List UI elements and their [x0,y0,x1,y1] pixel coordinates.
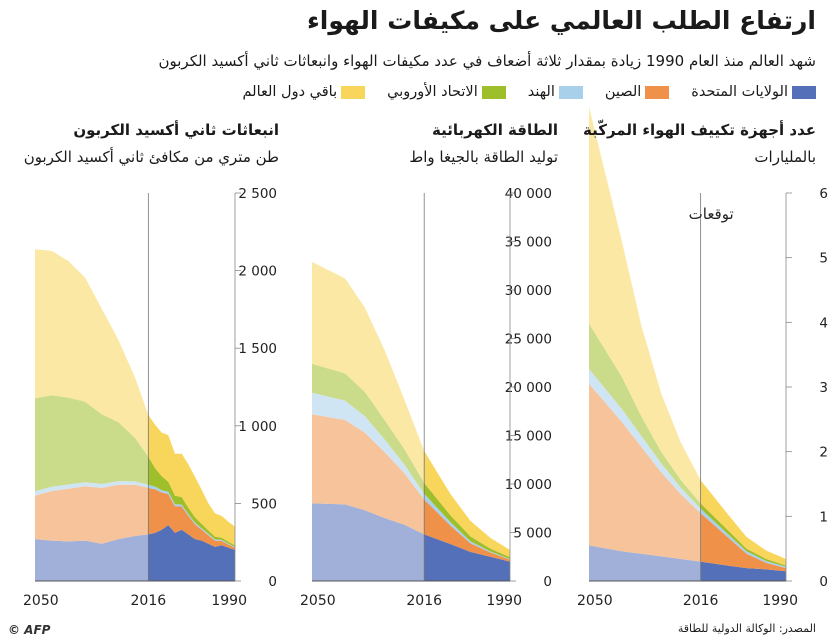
co2-area-1-projection [35,484,149,544]
ac-area-4-projection [589,107,701,504]
power-area-1-projection [312,414,425,535]
co2-ytick-label-0: 0 [268,574,277,590]
co2-xtick-label-2: 2050 [23,593,59,609]
power-xtick-label-1: 2016 [406,593,442,609]
co2-ytick-label-3: 1 500 [238,341,277,357]
power-area-4-historical [424,451,510,558]
co2-area-4-projection [35,249,149,457]
co2-area-0-projection [35,534,149,581]
ac-ytick-label-3: 3 [819,380,828,396]
legend-label-china: الصين [604,84,642,100]
ac-panel-title: عدد أجهزة تكييف الهواء المركّبة [583,121,816,139]
legend: الولايات المتحدة الصين الهند الاتحاد الأ… [243,84,816,100]
co2-ytick-label-4: 2 000 [238,264,277,280]
ac-ytick-label-0: 0 [819,574,828,590]
legend-item-us: الولايات المتحدة [691,84,816,100]
co2-ytick-label-1: 500 [251,496,277,512]
legend-swatch-india [558,85,583,99]
co2-panel-title: انبعاثات ثاني أكسيد الكربون [73,121,279,139]
power-ytick-label-3: 15 000 [505,429,552,445]
power-panel-subtitle: توليد الطاقة بالجيغا واط [409,148,558,166]
co2-ytick-label-2: 1 000 [238,419,277,435]
co2-xtick-label-1: 2016 [131,593,167,609]
power-area-0-historical [424,534,510,581]
co2-ytick-label-5: 2 500 [238,186,277,202]
legend-item-eu: الاتحاد الأوروبي [387,84,506,100]
co2-panel-subtitle: طن متري من مكافئ ثاني أكسيد الكربون [23,148,279,166]
power-xtick-label-2: 2050 [300,593,336,609]
ac-xtick-label-0: 1990 [762,593,798,609]
power-ytick-label-1: 5 000 [513,526,552,542]
legend-label-us: الولايات المتحدة [691,84,788,100]
power-ytick-label-2: 10 000 [505,477,552,493]
legend-item-india: الهند [528,84,583,100]
power-area-1-historical [424,499,510,562]
ac-area-1-projection [589,383,701,562]
legend-swatch-rest [341,85,366,99]
ac-ytick-label-1: 1 [819,509,828,525]
legend-swatch-us [792,85,816,99]
ac-ytick-label-5: 5 [819,251,828,267]
power-ytick-label-8: 40 000 [505,186,552,202]
power-ytick-label-6: 30 000 [505,283,552,299]
ac-area-2-projection [589,368,701,514]
power-ytick-label-5: 25 000 [505,332,552,348]
ac-ytick-label-2: 2 [819,445,828,461]
legend-swatch-eu [481,85,506,99]
co2-area-1-historical [148,487,235,550]
legend-swatch-china [645,85,670,99]
power-panel-title: الطاقة الكهربائية [431,121,558,139]
ac-panel-subtitle: بالمليارات [754,148,816,166]
co2-area-3-projection [35,395,149,492]
power-area-3-projection [312,363,425,494]
legend-label-india: الهند [527,84,555,100]
page-subtitle: شهد العالم منذ العام 1990 زيادة بمقدار ث… [158,52,816,70]
power-area-0-projection [312,503,425,581]
ac-area-3-projection [589,323,701,509]
ac-ytick-label-4: 4 [819,315,828,331]
page-title: ارتفاع الطلب العالمي على مكيفات الهواء [307,6,816,35]
legend-label-eu: الاتحاد الأوروبي [387,84,478,100]
power-area-2-projection [312,392,425,500]
ac-area-4-historical [700,480,786,566]
legend-item-rest: باقي دول العالم [243,84,366,100]
ac-area-0-projection [589,545,701,581]
ac-ytick-label-6: 6 [819,186,828,202]
power-ytick-label-7: 35 000 [505,235,552,251]
ac-annotation: توقعات [689,205,734,223]
power-ytick-label-0: 0 [543,574,552,590]
ac-area-0-historical [700,561,786,581]
co2-area-2-projection [35,481,149,496]
ac-area-1-historical [700,513,786,572]
ac-xtick-label-2: 2050 [577,593,613,609]
co2-area-4-historical [148,414,235,546]
power-xtick-label-0: 1990 [486,593,522,609]
ac-xtick-label-1: 2016 [683,593,719,609]
legend-item-china: الصين [604,84,670,100]
power-ytick-label-4: 20 000 [505,380,552,396]
afp-logo: © AFP [8,623,51,637]
co2-xtick-label-0: 1990 [211,593,247,609]
power-area-4-projection [312,261,425,483]
co2-area-0-historical [148,525,235,581]
legend-label-rest: باقي دول العالم [242,84,338,100]
source-note: المصدر: الوكالة الدولية للطاقة [677,622,816,635]
